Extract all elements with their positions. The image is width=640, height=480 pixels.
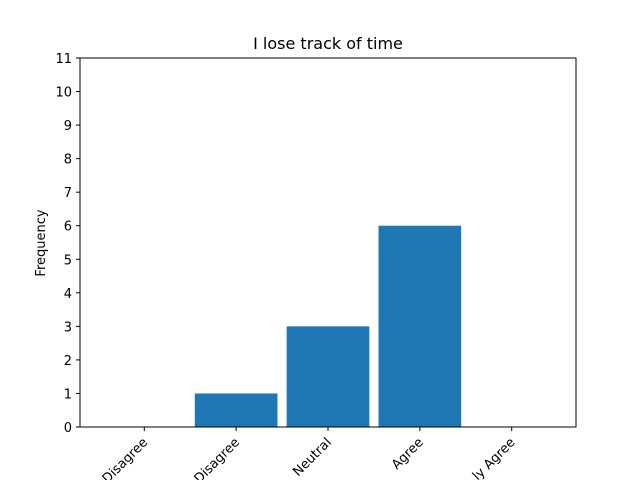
x-tick-label: Agree xyxy=(389,435,427,473)
y-tick-label: 5 xyxy=(64,253,72,268)
plot-frame xyxy=(79,57,577,428)
y-tick-label: 2 xyxy=(64,354,72,369)
x-tick-label: Disagree xyxy=(192,435,243,480)
y-axis-label: Frequency xyxy=(34,209,49,276)
x-tick-label: Disagree xyxy=(100,435,151,480)
y-tick-label: 0 xyxy=(64,421,72,436)
x-axis: Disagree Disagree Neutral Agree ly Agree xyxy=(100,427,519,480)
x-tick-label: ly Agree xyxy=(470,435,519,480)
y-tick-label: 3 xyxy=(64,320,72,335)
y-tick-label: 8 xyxy=(64,153,72,168)
y-tick-label: 1 xyxy=(64,387,72,402)
chart-title: I lose track of time xyxy=(253,34,403,53)
x-tick-label: Neutral xyxy=(290,435,335,480)
bar-2 xyxy=(194,393,278,427)
y-tick-label: 7 xyxy=(64,186,72,201)
y-tick-label: 11 xyxy=(55,52,72,67)
y-axis: 0 1 2 3 4 5 6 7 8 9 10 11 xyxy=(55,52,80,436)
y-tick-label: 9 xyxy=(64,119,72,134)
y-tick-label: 10 xyxy=(55,86,72,101)
y-tick-label: 4 xyxy=(64,287,72,302)
bar-3 xyxy=(286,326,370,427)
bars-group xyxy=(194,225,462,427)
y-tick-label: 6 xyxy=(64,220,72,235)
bar-4 xyxy=(378,225,462,427)
